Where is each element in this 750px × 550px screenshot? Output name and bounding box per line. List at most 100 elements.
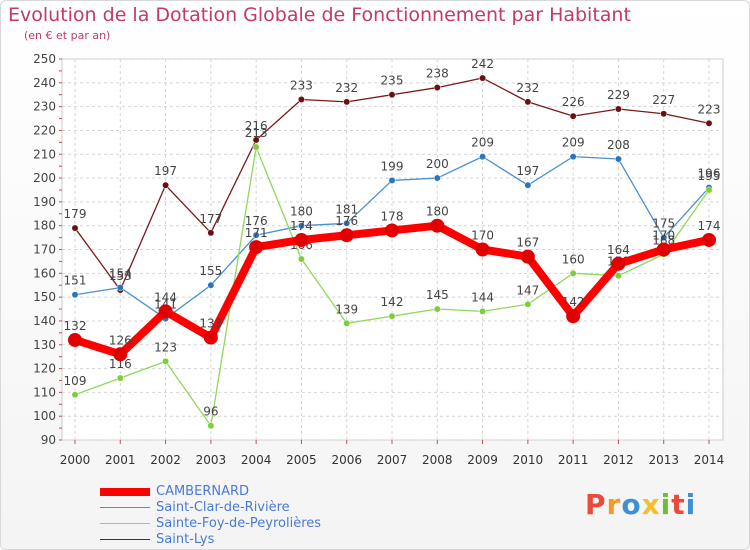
data-label-3-7: 178 bbox=[381, 209, 404, 223]
data-label-3-3: 133 bbox=[199, 317, 222, 331]
data-point-2-9 bbox=[479, 307, 487, 315]
y-tick-label-12: 210 bbox=[33, 147, 56, 161]
data-label-1-3: 155 bbox=[199, 264, 222, 278]
y-tick-label-11: 200 bbox=[33, 171, 56, 185]
logo-letter-6: i bbox=[685, 488, 697, 521]
data-point-0-7 bbox=[388, 91, 396, 99]
legend-label-3: Saint-Lys bbox=[156, 532, 215, 547]
data-label-2-4: 213 bbox=[245, 126, 268, 140]
data-point-2-2 bbox=[162, 357, 170, 365]
data-label-0-7: 235 bbox=[381, 74, 404, 88]
data-label-3-10: 167 bbox=[516, 236, 539, 250]
data-label-3-0: 132 bbox=[64, 319, 87, 333]
data-label-1-7: 199 bbox=[381, 159, 404, 173]
data-label-3-12: 164 bbox=[607, 243, 630, 257]
legend-swatch-1 bbox=[100, 507, 150, 508]
x-tick-label-6: 2006 bbox=[331, 453, 362, 467]
data-point-3-10 bbox=[520, 249, 535, 264]
data-label-0-8: 238 bbox=[426, 67, 449, 81]
x-tick-label-7: 2007 bbox=[377, 453, 408, 467]
data-point-0-8 bbox=[433, 84, 441, 92]
data-point-0-14 bbox=[705, 119, 713, 127]
data-label-1-1: 154 bbox=[109, 267, 132, 281]
data-label-0-10: 232 bbox=[516, 81, 539, 95]
logo-letter-1: r bbox=[606, 488, 622, 521]
legend-swatch-0 bbox=[100, 488, 150, 496]
y-tick-label-0: 90 bbox=[41, 433, 56, 447]
data-label-2-7: 142 bbox=[381, 295, 404, 309]
data-point-0-12 bbox=[614, 105, 622, 113]
data-point-3-9 bbox=[475, 242, 490, 257]
data-point-3-3 bbox=[203, 330, 218, 345]
logo-letter-0: P bbox=[585, 488, 607, 521]
data-point-2-10 bbox=[524, 300, 532, 308]
data-point-3-0 bbox=[68, 332, 82, 347]
data-point-0-10 bbox=[524, 98, 532, 106]
data-label-0-2: 197 bbox=[154, 164, 177, 178]
data-point-1-0 bbox=[71, 291, 79, 299]
data-point-2-6 bbox=[343, 319, 351, 327]
data-label-3-8: 180 bbox=[426, 205, 449, 219]
data-point-1-4 bbox=[252, 231, 260, 239]
data-point-2-11 bbox=[569, 269, 577, 277]
chart-title: Evolution de la Dotation Globale de Fonc… bbox=[8, 4, 631, 26]
data-label-1-8: 200 bbox=[426, 157, 449, 171]
data-label-3-5: 174 bbox=[290, 219, 313, 233]
data-point-3-13 bbox=[656, 242, 671, 257]
proxiti-logo: Proxiti bbox=[585, 488, 696, 521]
y-tick-label-2: 110 bbox=[33, 385, 56, 399]
data-point-0-11 bbox=[569, 112, 577, 120]
data-label-2-2: 123 bbox=[154, 340, 177, 354]
y-tick-label-15: 240 bbox=[33, 76, 56, 90]
data-label-0-1: 153 bbox=[109, 269, 132, 283]
y-tick-label-5: 140 bbox=[33, 314, 56, 328]
data-label-2-6: 139 bbox=[335, 302, 358, 316]
data-point-1-1 bbox=[116, 284, 124, 292]
y-tick-label-16: 250 bbox=[33, 52, 56, 66]
data-point-3-8 bbox=[430, 218, 445, 233]
data-point-2-12 bbox=[614, 272, 622, 280]
data-point-1-9 bbox=[479, 153, 487, 161]
y-tick-label-10: 190 bbox=[33, 195, 56, 209]
data-point-1-3 bbox=[207, 281, 215, 289]
data-label-3-13: 170 bbox=[652, 229, 675, 243]
data-label-1-10: 197 bbox=[516, 164, 539, 178]
data-point-2-1 bbox=[116, 374, 124, 382]
legend-swatch-3 bbox=[100, 539, 150, 540]
data-point-3-1 bbox=[113, 347, 128, 362]
x-tick-label-1: 2001 bbox=[105, 453, 136, 467]
data-point-0-5 bbox=[297, 96, 305, 103]
data-point-1-12 bbox=[614, 155, 622, 163]
data-point-3-12 bbox=[611, 256, 626, 271]
x-tick-label-3: 2003 bbox=[196, 453, 227, 467]
data-point-2-4 bbox=[252, 143, 260, 151]
data-label-0-12: 229 bbox=[607, 88, 630, 102]
data-label-0-3: 177 bbox=[199, 212, 222, 226]
logo-letter-5: t bbox=[671, 488, 686, 521]
data-label-1-13: 175 bbox=[652, 217, 675, 231]
data-label-1-11: 209 bbox=[562, 136, 585, 150]
data-label-3-6: 176 bbox=[335, 214, 358, 228]
logo-letter-4: i bbox=[660, 488, 672, 521]
data-point-1-11 bbox=[569, 153, 577, 161]
data-point-2-3 bbox=[207, 422, 215, 430]
data-label-3-1: 126 bbox=[109, 333, 132, 347]
y-tick-label-13: 220 bbox=[33, 123, 56, 137]
data-label-0-0: 179 bbox=[64, 207, 87, 221]
data-label-2-9: 144 bbox=[471, 290, 494, 304]
data-label-0-11: 226 bbox=[562, 95, 585, 109]
data-label-1-0: 151 bbox=[64, 274, 87, 288]
y-tick-label-9: 180 bbox=[33, 219, 56, 233]
y-tick-label-1: 100 bbox=[33, 409, 56, 423]
x-tick-label-10: 2010 bbox=[513, 453, 544, 467]
data-label-1-12: 208 bbox=[607, 138, 630, 152]
y-tick-label-3: 120 bbox=[33, 362, 56, 376]
data-point-2-14 bbox=[705, 186, 713, 194]
data-point-3-5 bbox=[294, 232, 309, 247]
data-point-0-13 bbox=[660, 110, 668, 118]
x-tick-label-11: 2011 bbox=[558, 453, 589, 467]
x-tick-label-5: 2005 bbox=[286, 453, 317, 467]
data-point-1-13 bbox=[660, 234, 668, 242]
data-label-2-14: 195 bbox=[698, 169, 721, 183]
